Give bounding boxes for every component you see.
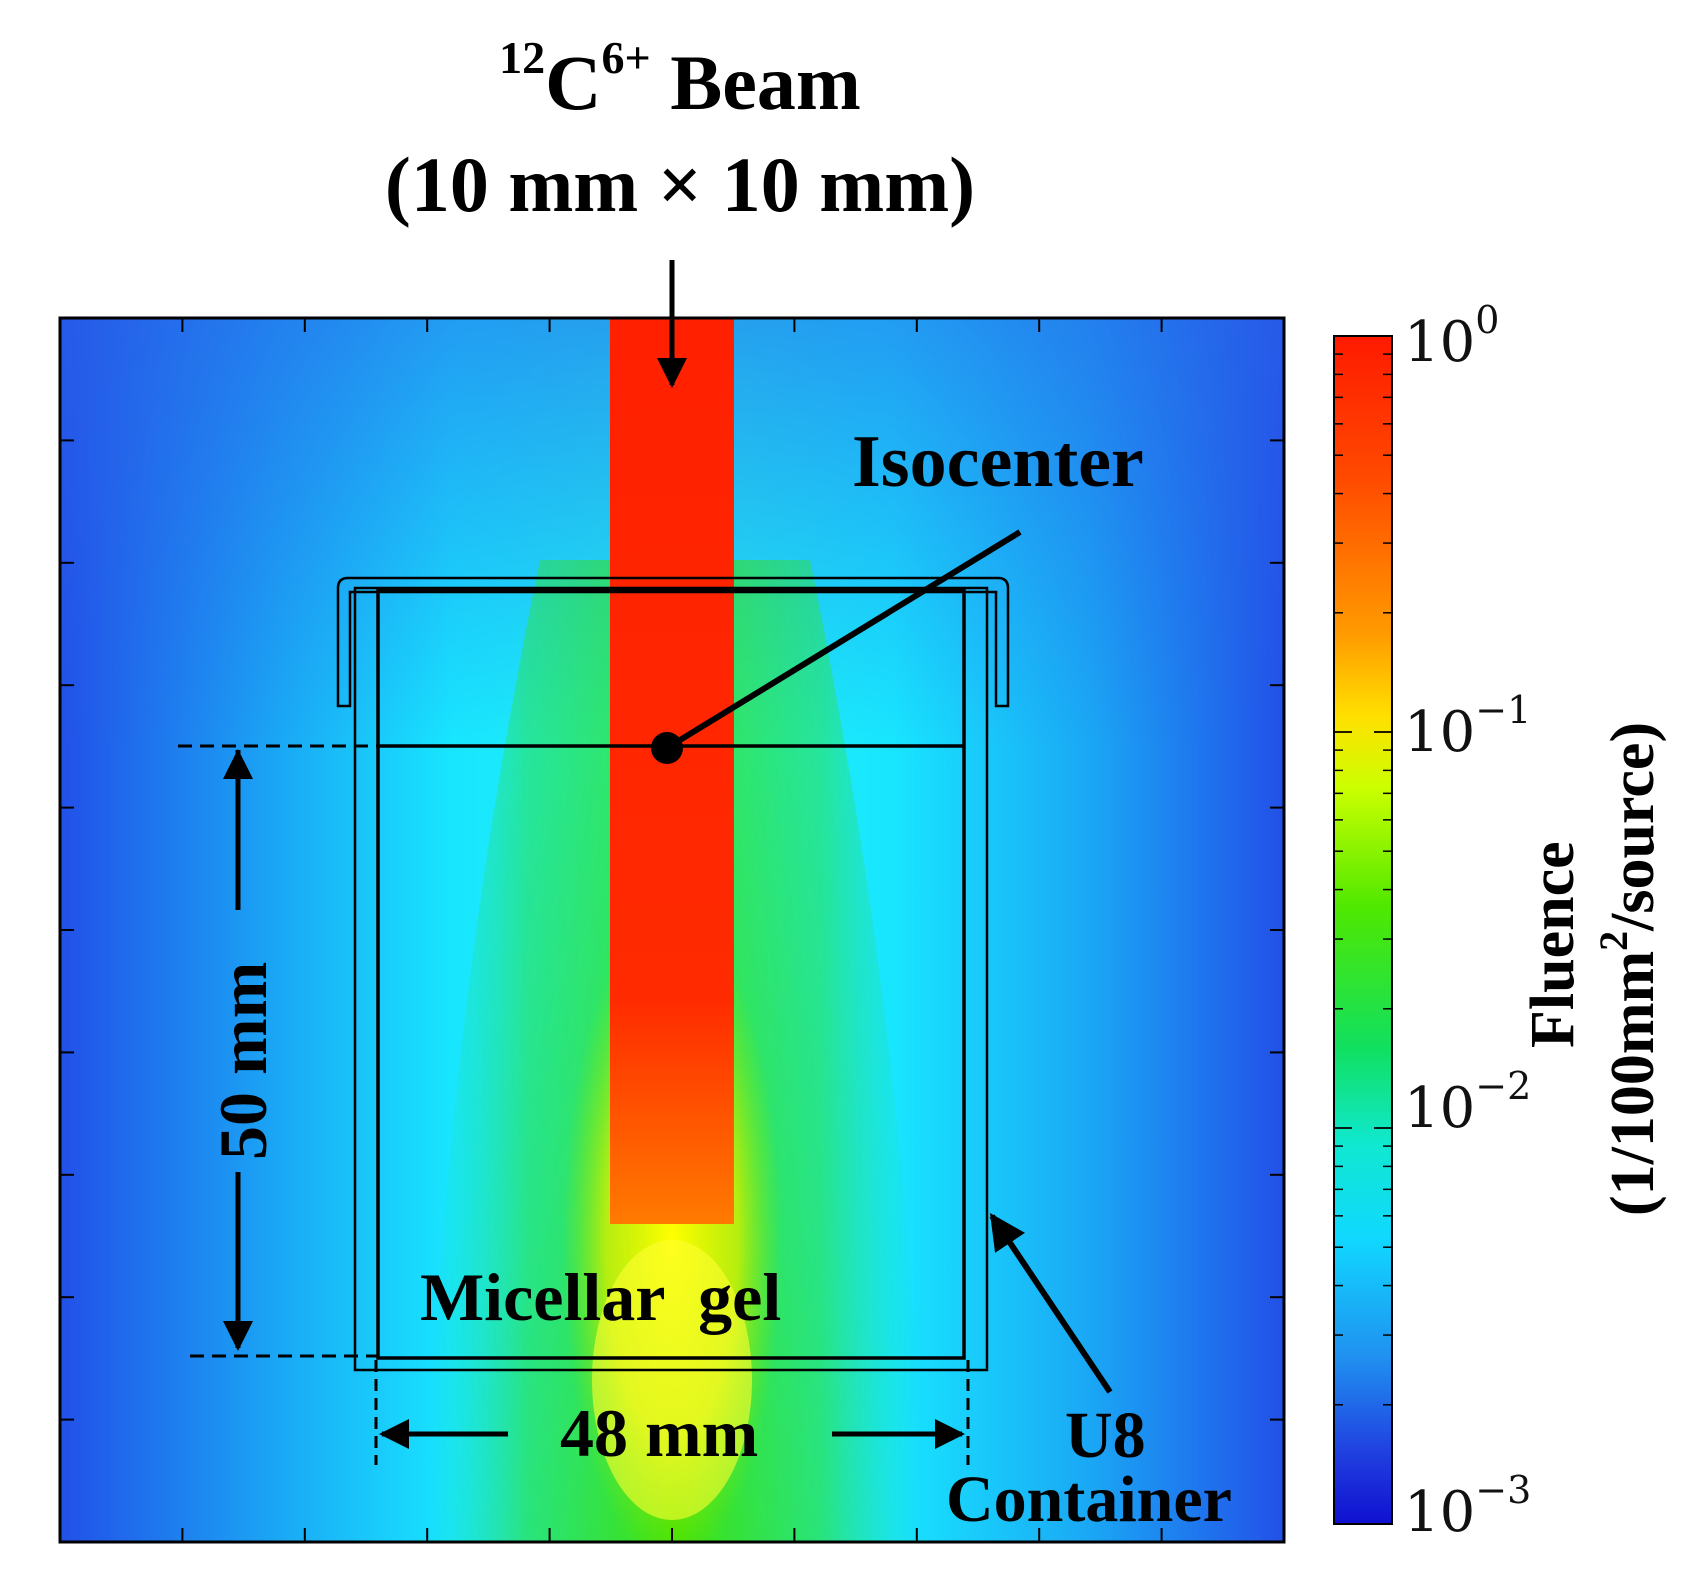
container-label-line1: U8 [1065,1399,1146,1472]
height-dim-label: 50 mm [205,961,281,1160]
beam-size: (10 mm × 10 mm) [384,141,976,228]
container-lid [336,576,1010,708]
ion-symbol: C [545,39,602,126]
carbon-beam [610,318,734,1224]
map-background [60,318,1284,1542]
beam-title: 12C6+ Beam [0,35,1360,128]
colorbar-tick-label-1: 10−1 [1404,688,1532,765]
colorbar-title-line1: Fluence [1519,841,1587,1048]
container-wall [353,586,989,1372]
beam-word: Beam [670,39,861,126]
micellar-gel-label: Micellar gel [420,1259,782,1335]
container-label-line2: Container [946,1463,1232,1536]
ion-charge: 6+ [601,32,651,83]
colorbar-tick-label-0: 100 [1404,298,1500,375]
isocenter-label: Isocenter [852,421,1144,503]
isocenter-leader [665,529,1022,751]
container-arrow [989,1213,1113,1394]
width-dim-label: 48 mm [560,1395,759,1471]
ion-mass-number: 12 [499,32,546,83]
colorbar [1333,335,1393,1525]
colorbar-ticks [1334,335,1392,1525]
gel-boundary [376,588,966,1360]
colorbar-tick-label-2: 10−2 [1404,1064,1532,1141]
colorbar-tick-label-3: 10−3 [1404,1468,1532,1545]
colorbar-title-line2: (1/100mm2/source) [1591,721,1667,1216]
